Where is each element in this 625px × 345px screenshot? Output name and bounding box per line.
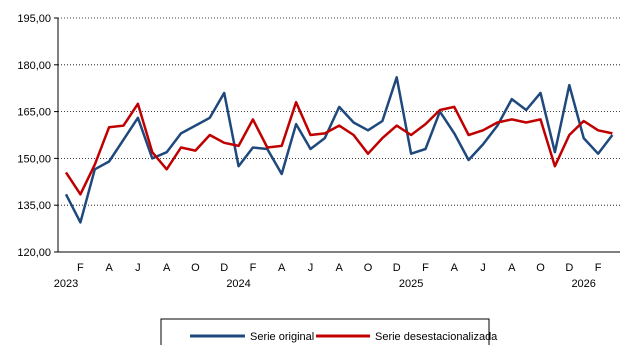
x-tick-label: A <box>508 262 516 274</box>
axes <box>54 17 620 253</box>
legend: Serie original Serie desestacionalizada <box>160 318 498 345</box>
x-tick-label: F <box>77 262 84 274</box>
legend-label-serie-original: Serie original <box>250 331 314 343</box>
x-tick-label: A <box>336 262 344 274</box>
x-tick-label: J <box>135 262 141 274</box>
y-tick-label: 135,00 <box>17 200 51 212</box>
grid-lines <box>58 17 620 206</box>
x-tick-label: D <box>565 262 573 274</box>
y-tick-label: 195,00 <box>17 13 51 25</box>
x-tick-label: O <box>191 262 200 274</box>
x-tick-label: A <box>451 262 459 274</box>
x-tick-label: J <box>308 262 314 274</box>
y-tick-label: 150,00 <box>17 153 51 165</box>
legend-box <box>160 318 490 345</box>
x-tick-label: O <box>364 262 373 274</box>
series-line-serie-original <box>64 76 614 224</box>
x-year-label: 2026 <box>571 278 595 290</box>
x-year-label: 2023 <box>54 278 78 290</box>
x-tick-label: F <box>250 262 257 274</box>
y-tick-labels: 120,00 135,00 150,00 165,00 180,00 195,00 <box>17 13 51 259</box>
x-year-label: 2025 <box>399 278 423 290</box>
series-line-serie-desestacionalizada <box>64 100 613 196</box>
x-tick-label: F <box>595 262 602 274</box>
legend-label-serie-desestacionalizada: Serie desestacionalizada <box>375 331 498 343</box>
series-lines <box>64 76 614 224</box>
x-tick-label: F <box>422 262 429 274</box>
y-tick-label: 120,00 <box>17 247 51 259</box>
x-tick-label: O <box>536 262 545 274</box>
y-tick-label: 165,00 <box>17 107 51 119</box>
x-tick-label: J <box>480 262 486 274</box>
x-tick-labels: F A J A O D F A J A O D F A J A O D F 2023 2024 2025 2026 <box>54 262 602 290</box>
x-tick-label: A <box>278 262 286 274</box>
x-tick-label: A <box>163 262 171 274</box>
x-tick-label: D <box>393 262 401 274</box>
x-tick-label: D <box>220 262 228 274</box>
x-year-label: 2024 <box>226 278 250 290</box>
y-tick-label: 180,00 <box>17 60 51 72</box>
x-tick-label: A <box>105 262 113 274</box>
